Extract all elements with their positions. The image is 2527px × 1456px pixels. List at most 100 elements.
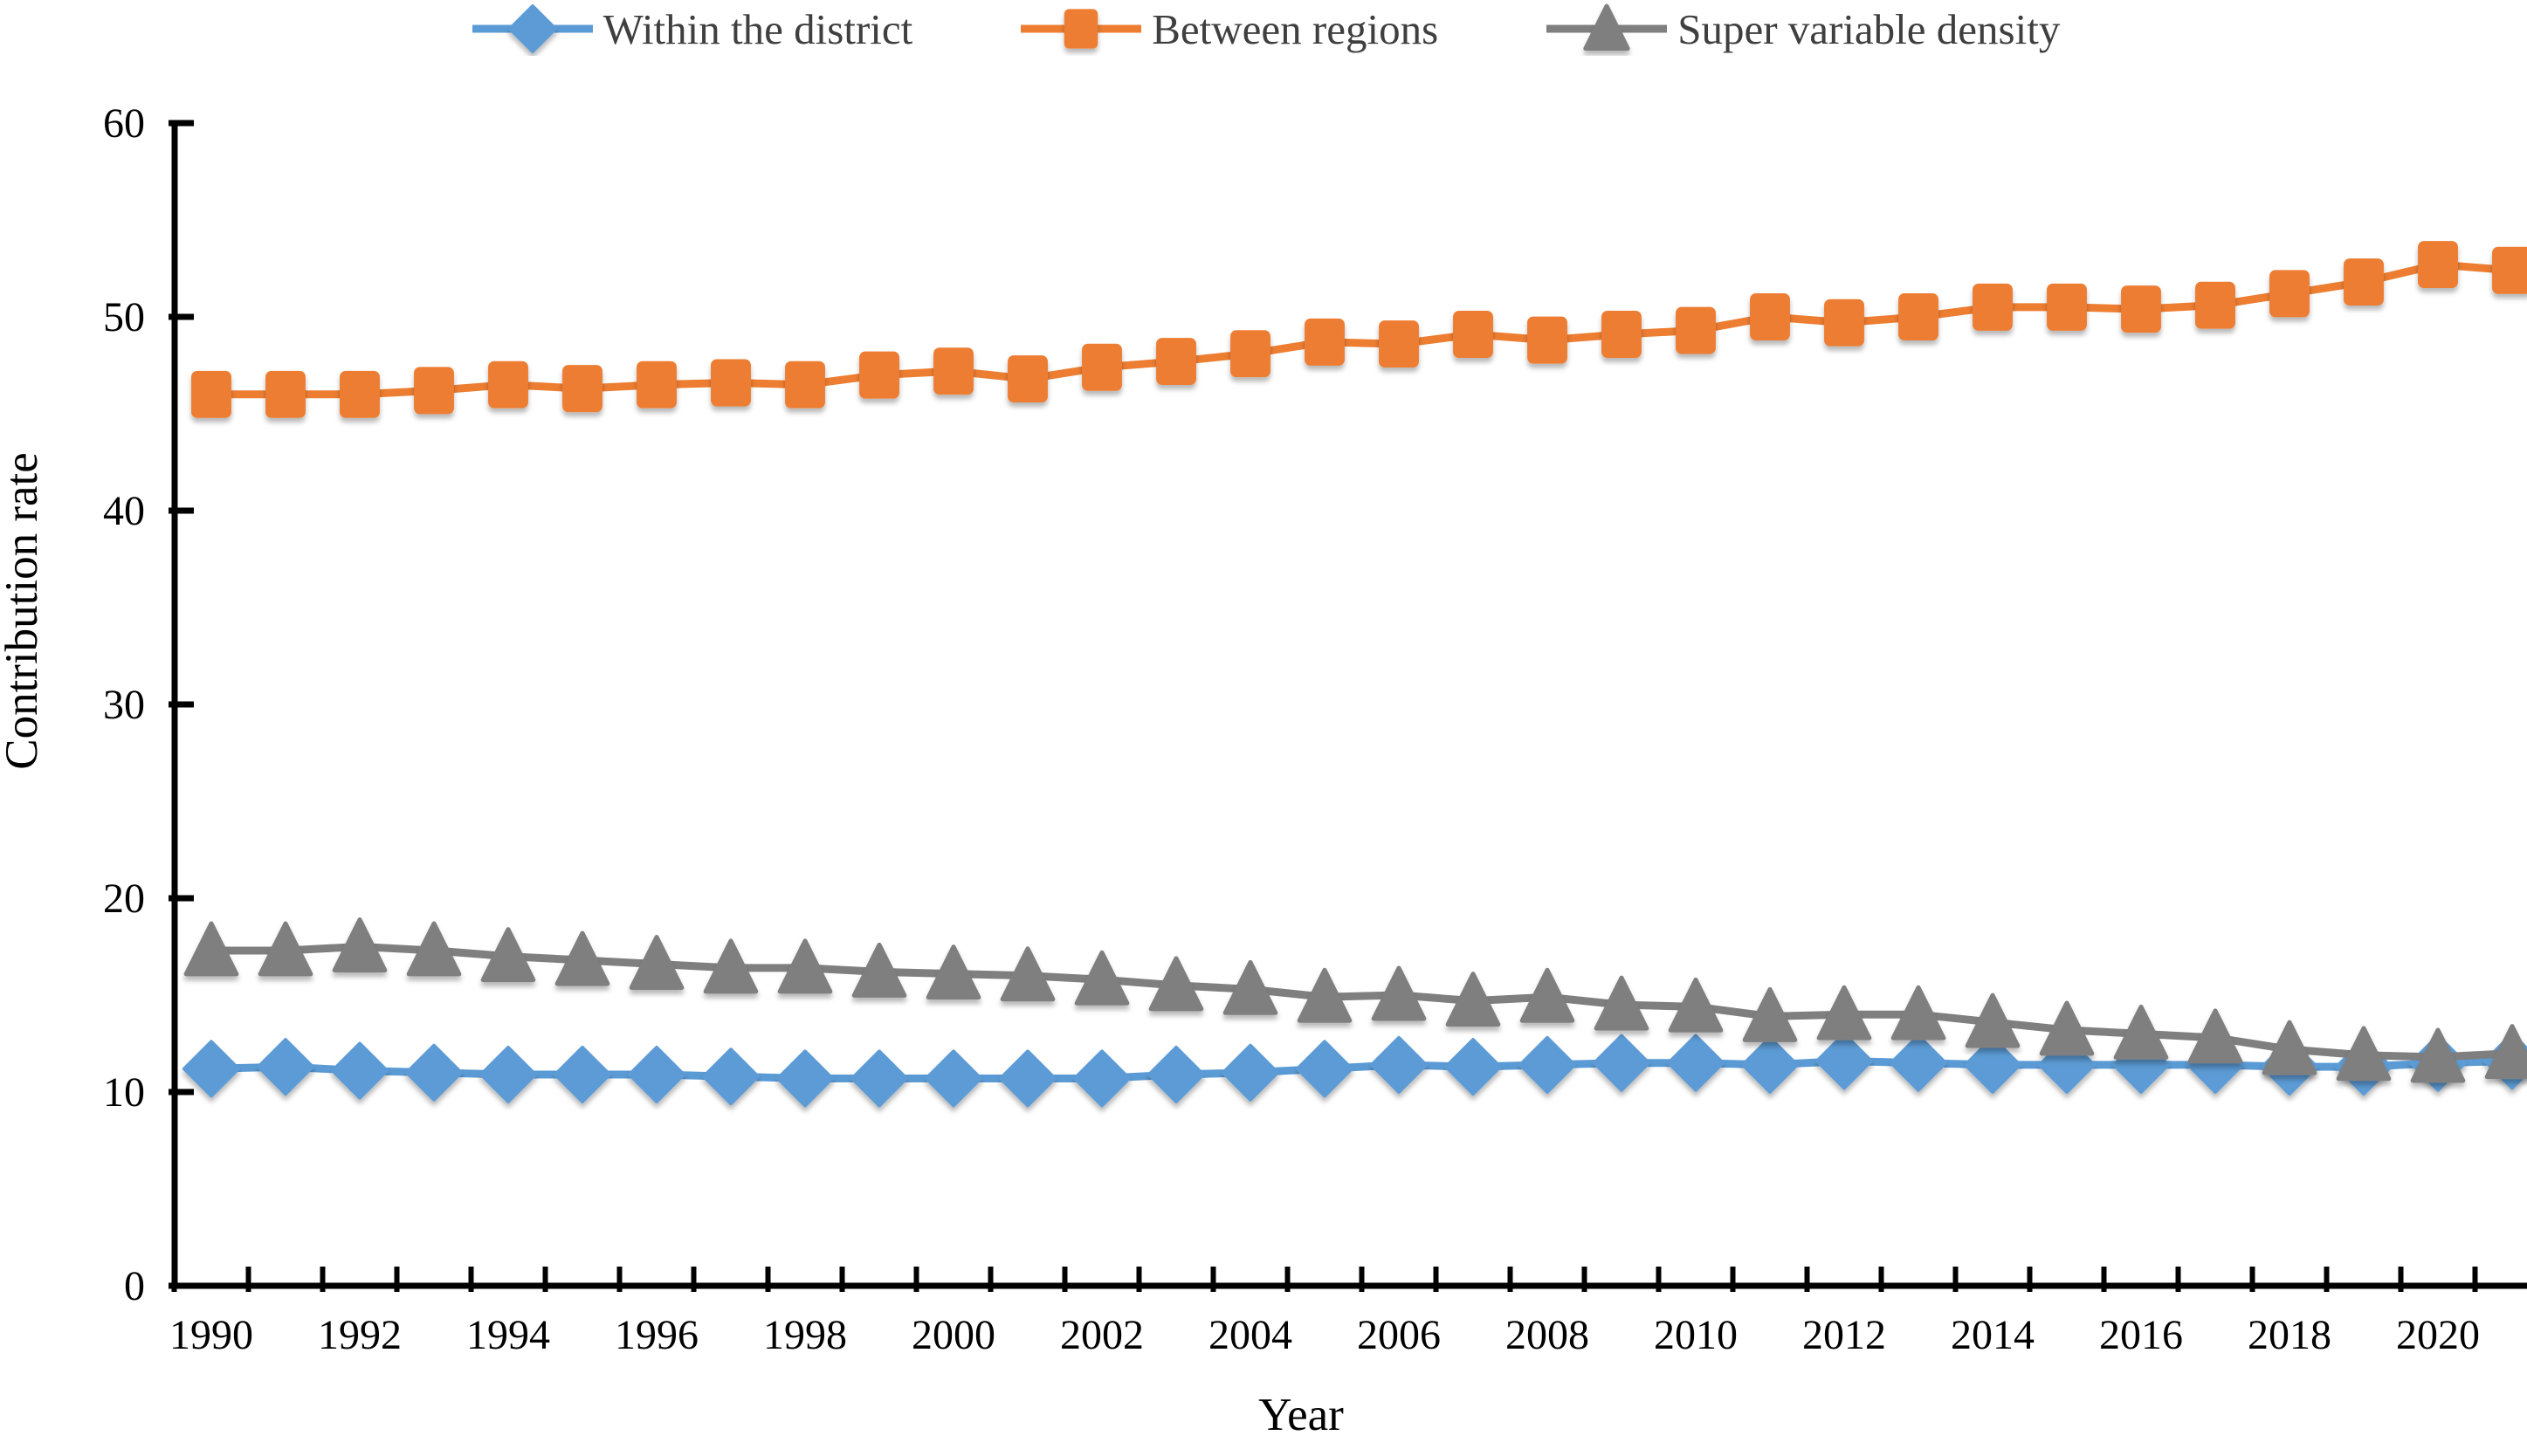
triangle-marker: [1668, 977, 1724, 1033]
y-tick-label: 0: [124, 1263, 145, 1309]
x-tick-label: 1992: [318, 1312, 402, 1358]
square-marker: [1676, 306, 1716, 354]
diamond-marker: [1370, 1035, 1428, 1094]
square-marker: [2047, 283, 2087, 331]
square-marker: [1008, 355, 1048, 403]
triangle-marker: [332, 917, 388, 972]
diamond-legend-icon: [472, 4, 593, 53]
diamond-marker: [1073, 1049, 1131, 1108]
series-markers-2: [191, 241, 2527, 418]
square-marker: [488, 361, 528, 409]
x-tick-label: 2010: [1654, 1312, 1738, 1358]
triangle-marker: [1445, 972, 1501, 1027]
triangle-marker: [1816, 985, 1872, 1040]
x-tick-label: 2016: [2099, 1312, 2183, 1358]
square-marker: [2269, 270, 2310, 318]
triangle-marker: [554, 931, 610, 986]
diamond-marker: [1222, 1043, 1279, 1102]
square-legend-icon: [1021, 9, 1142, 49]
triangle-marker: [1519, 967, 1575, 1023]
square-marker: [340, 370, 380, 418]
diamond-marker: [1444, 1038, 1502, 1096]
series-line-2: [207, 260, 2517, 399]
diamond-marker: [554, 1046, 611, 1104]
square-marker: [1064, 9, 1098, 49]
triangle-marker: [2484, 1024, 2527, 1080]
diamond-marker: [405, 1043, 463, 1102]
square-marker: [1156, 338, 1196, 386]
triangle-marker: [2113, 1004, 2169, 1060]
x-tick-label: 2014: [1951, 1312, 2035, 1358]
legend-label: Within the district: [602, 4, 913, 53]
diamond-marker: [1296, 1040, 1353, 1098]
x-tick-label: 2004: [1208, 1312, 1292, 1358]
triangle-marker: [1148, 956, 1204, 1012]
x-tick-label: 2002: [1060, 1312, 1144, 1358]
triangle-marker: [1074, 950, 1130, 1006]
diamond-marker: [182, 1040, 240, 1098]
x-tick-label: 2008: [1505, 1312, 1589, 1358]
square-marker: [265, 370, 306, 418]
triangle-marker: [480, 927, 536, 983]
diamond-marker: [776, 1049, 834, 1108]
square-marker: [1379, 320, 1419, 368]
triangle-marker: [1583, 3, 1630, 52]
diamond-marker: [1741, 1035, 1799, 1094]
triangle-marker: [1000, 946, 1056, 1002]
y-tick-label: 20: [103, 876, 145, 922]
square-marker: [562, 365, 602, 413]
square-marker: [2121, 285, 2161, 333]
triangle-marker: [258, 921, 313, 977]
diamond-marker: [925, 1049, 982, 1108]
square-marker: [191, 370, 231, 418]
diamond-marker: [331, 1041, 389, 1100]
x-tick-label: 1990: [169, 1312, 253, 1358]
square-marker: [933, 347, 974, 395]
triangle-marker: [183, 921, 239, 977]
square-marker: [1898, 293, 1938, 340]
square-marker: [711, 359, 751, 407]
square-marker: [1527, 316, 1567, 364]
y-axis-title: Contribution rate: [0, 452, 47, 770]
y-tick-label: 10: [103, 1069, 145, 1116]
triangle-marker: [1965, 992, 2021, 1048]
square-marker: [1230, 330, 1270, 378]
triangle-marker: [851, 942, 907, 998]
diamond-marker: [999, 1049, 1057, 1108]
y-tick-label: 50: [103, 294, 145, 340]
x-tick-label: 2018: [2248, 1312, 2331, 1358]
square-marker: [1082, 343, 1122, 391]
square-marker: [1750, 293, 1790, 340]
legend-item-3: Super variable density: [1541, 2, 2060, 56]
legend-item-2: Between regions: [1016, 2, 1438, 56]
square-marker: [2492, 246, 2527, 294]
square-marker: [1305, 318, 1345, 366]
square-marker: [785, 361, 825, 409]
triangle-marker: [2410, 1027, 2466, 1083]
y-tick-label: 40: [103, 488, 145, 534]
triangle-marker: [777, 938, 833, 994]
diamond-marker: [1147, 1046, 1205, 1104]
legend: Within the district Between regions Super …: [0, 2, 2527, 56]
diamond-marker: [479, 1046, 537, 1104]
triangle-marker: [2336, 1026, 2392, 1082]
triangle-marker: [703, 938, 759, 994]
square-marker: [414, 367, 454, 415]
diamond-marker: [1667, 1034, 1725, 1092]
square-marker: [859, 351, 899, 399]
triangle-marker: [926, 944, 981, 1000]
triangle-marker: [1297, 967, 1353, 1023]
square-marker: [1973, 283, 2013, 331]
square-marker: [1453, 311, 1493, 358]
diamond-marker: [1518, 1035, 1576, 1094]
x-tick-label: 1994: [466, 1312, 550, 1358]
triangle-marker: [1371, 965, 1427, 1021]
series-markers-3: [183, 917, 2527, 1083]
square-marker: [2344, 258, 2384, 306]
x-tick-label: 1998: [763, 1312, 847, 1358]
square-marker: [2195, 281, 2235, 329]
triangle-marker: [1742, 986, 1798, 1042]
x-tick-label: 2006: [1357, 1312, 1441, 1358]
legend-item-1: Within the district: [467, 2, 913, 56]
